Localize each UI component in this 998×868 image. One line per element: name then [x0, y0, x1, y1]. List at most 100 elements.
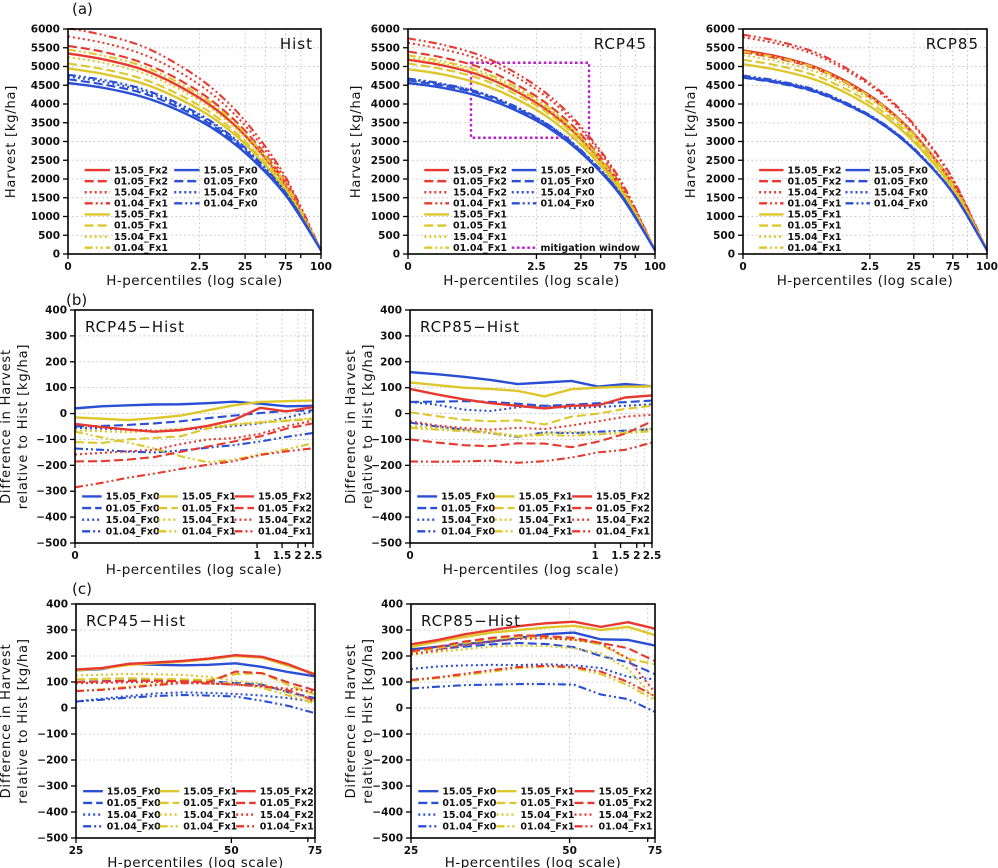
series-line-15.05_Fx1 — [407, 67, 656, 251]
legend-label: 01.04_Fx0 — [441, 527, 495, 538]
panel-title: RCP45 — [594, 35, 647, 53]
gridlines — [743, 29, 987, 254]
panel-rcp85-chart: 0500100015002000250030003500400045005000… — [684, 24, 998, 290]
y-tick-label: −200 — [372, 755, 403, 767]
series-line-15.04_Fx1 — [75, 672, 316, 702]
series-lines — [409, 370, 653, 464]
series-line-15.04_Fx2 — [74, 419, 314, 456]
legend-label: 15.04_Fx2 — [114, 187, 168, 198]
legend-label: 15.05_Fx2 — [114, 165, 168, 176]
series-line-01.04_Fx1 — [75, 680, 316, 705]
y-tick-label: −300 — [372, 781, 403, 793]
y-tick-label: −300 — [371, 486, 402, 498]
x-tick-label: 75 — [278, 261, 293, 273]
legend-label: 01.05_Fx0 — [442, 798, 496, 809]
series-line-15.04_Fx0 — [75, 691, 316, 703]
x-tick-label: 0 — [406, 550, 413, 562]
y-tick-label: 4000 — [706, 99, 735, 111]
axis-ticks — [403, 28, 656, 259]
legend-label: 01.04_Fx0 — [106, 527, 160, 538]
series-lines — [74, 399, 314, 489]
y-tick-label: −400 — [36, 512, 67, 524]
panel-rcp45-chart: 0500100015002000250030003500400045005000… — [349, 24, 666, 290]
y-axis-label: Difference in Harvest — [0, 349, 14, 504]
x-tick-label: 25 — [574, 261, 589, 273]
legend-label: 15.04_Fx1 — [520, 810, 574, 821]
y-tick-label: −100 — [37, 729, 68, 741]
y-tick-label: 3000 — [31, 136, 60, 148]
legend-label: 15.05_Fx2 — [788, 165, 842, 176]
y-tick-label: 2000 — [371, 174, 400, 186]
y-tick-label: 400 — [381, 599, 403, 611]
y-tick-label: 1500 — [31, 192, 60, 204]
legend-label: 01.05_Fx2 — [596, 503, 650, 514]
legend-label: 01.04_Fx1 — [260, 822, 314, 833]
gridlines — [68, 29, 321, 254]
legend-label: 15.05_Fx0 — [107, 786, 161, 797]
legend-label: 01.05_Fx1 — [453, 221, 507, 232]
legend-label: 01.04_Fx1 — [519, 527, 573, 538]
legend-label: 01.05_Fx2 — [788, 176, 842, 187]
legend-label: 01.04_Fx1 — [453, 199, 507, 210]
legend-label: 15.04_Fx2 — [453, 187, 507, 198]
x-tick-label: 1 — [591, 550, 598, 562]
legend-label: 15.05_Fx0 — [442, 786, 496, 797]
legend-label: 15.04_Fx0 — [540, 187, 594, 198]
y-tick-label: 5500 — [706, 42, 735, 54]
y-tick-label: 2500 — [706, 155, 735, 167]
plot-border — [74, 309, 314, 544]
series-line-01.04_Fx1 — [742, 33, 988, 251]
legend: 15.05_Fx201.05_Fx215.04_Fx201.04_Fx115.0… — [759, 165, 928, 254]
y-tick-label: 4500 — [31, 80, 60, 92]
legend-label: 01.04_Fx1 — [520, 822, 574, 833]
x-tick-label: 75 — [946, 261, 961, 273]
series-line-15.04_Fx1 — [407, 56, 656, 251]
plot-border — [75, 603, 316, 839]
panel-c-rcp45-chart: −500 −400 −300 −200 −100 0 100 200 300 400 25 50 75 R… — [0, 599, 322, 868]
series-line-01.04_Fx1 — [407, 37, 656, 251]
x-tick-label: 100 — [976, 261, 998, 273]
legend: 15.05_Fx201.05_Fx215.04_Fx201.04_Fx115.0… — [84, 165, 258, 254]
legend-label: 01.05_Fx1 — [520, 798, 574, 809]
series-line-01.05_Fx1 — [407, 62, 656, 251]
y-axis-label: relative to Hist [kg/ha] — [361, 638, 376, 803]
x-tick-label: 25 — [906, 261, 921, 273]
legend-label: 15.05_Fx0 — [106, 492, 160, 503]
y-axis-label: Difference in Harvest — [345, 349, 359, 504]
legend-label: 15.04_Fx2 — [258, 515, 312, 526]
series-line-15.04_Fx2 — [410, 637, 656, 694]
series-lines — [67, 28, 322, 251]
legend-label: 15.04_Fx0 — [441, 515, 495, 526]
legend-label: 15.04_Fx0 — [204, 187, 258, 198]
legend-label-mitigation: mitigation window — [540, 243, 640, 254]
series-line-15.04_Fx1 — [742, 54, 988, 251]
series-line-15.05_Fx1 — [74, 399, 314, 422]
panel-title: RCP85−Hist — [420, 318, 520, 336]
legend-label: 01.05_Fx0 — [204, 176, 258, 187]
x-tick-label: 0 — [739, 261, 746, 273]
legend-label: 15.05_Fx2 — [598, 786, 652, 797]
series-line-15.05_Fx2 — [67, 52, 322, 251]
y-tick-label: 2500 — [371, 155, 400, 167]
y-tick-label: 5000 — [31, 61, 60, 73]
x-tick-label: 100 — [644, 261, 666, 273]
legend-label: 01.05_Fx1 — [183, 798, 237, 809]
x-axis-label: H-percentiles (log scale) — [106, 562, 283, 578]
series-line-01.04_Fx0 — [407, 77, 656, 251]
y-tick-label: 500 — [713, 230, 735, 242]
legend-label: 01.04_Fx0 — [540, 199, 594, 210]
legend-label: 01.05_Fx2 — [114, 176, 168, 187]
x-tick-label: 25 — [238, 261, 253, 273]
x-tick-label: 1 — [253, 550, 260, 562]
series-line-15.05_Fx2 — [75, 654, 316, 676]
y-tick-label: −100 — [371, 434, 402, 446]
legend-label: 15.04_Fx0 — [874, 187, 928, 198]
legend-label: 01.05_Fx0 — [540, 176, 594, 187]
legend-label: 15.04_Fx1 — [453, 232, 507, 243]
x-tick-label: 100 — [310, 261, 332, 273]
series-line-01.04_Fx1 — [410, 664, 656, 698]
y-tick-label: 300 — [46, 625, 68, 637]
y-tick-label: 0 — [60, 408, 67, 420]
